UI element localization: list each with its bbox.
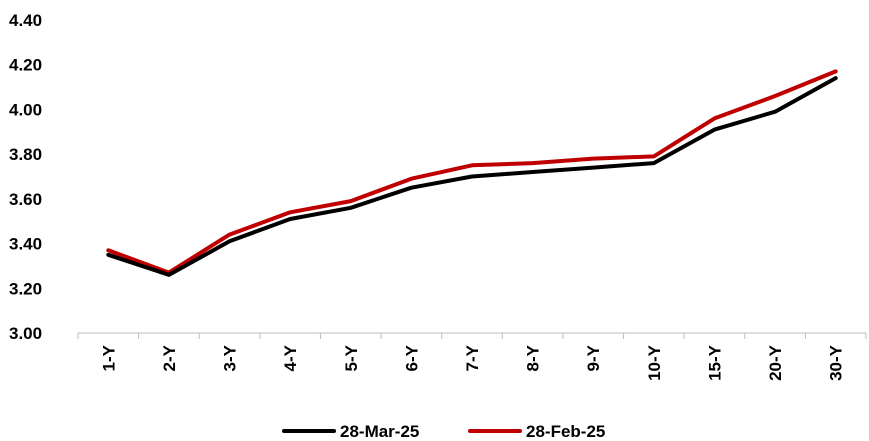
x-tick-label: 30-Y [827,344,846,381]
y-tick-label: 3.60 [9,190,42,209]
x-tick-label: 7-Y [463,344,482,371]
x-axis [77,332,867,339]
x-tick-label: 8-Y [524,344,543,371]
legend-label: 28-Mar-25 [340,422,419,441]
y-tick-label: 3.00 [9,324,42,343]
y-tick-label: 4.00 [9,100,42,119]
x-tick-label: 1-Y [99,344,118,371]
y-tick-label: 3.80 [9,145,42,164]
series-lines [106,69,838,277]
y-tick-label: 3.40 [9,235,42,254]
series-line [106,76,838,277]
series-line [106,69,838,275]
x-tick-label: 4-Y [281,344,300,371]
y-tick-label: 3.20 [9,279,42,298]
x-tick-label: 5-Y [342,344,361,371]
x-tick-label: 2-Y [160,344,179,371]
legend-label: 28-Feb-25 [526,422,605,441]
x-tick-label: 9-Y [584,344,603,371]
legend: 28-Mar-25 28-Feb-25 [282,422,605,441]
x-tick-label: 6-Y [402,344,421,371]
y-tick-label: 4.20 [9,56,42,75]
x-axis-tick-labels: 1-Y 2-Y 3-Y 4-Y 5-Y 6-Y 7-Y 8-Y 9-Y 10-Y 15-Y 20-Y 3… [99,344,845,381]
x-tick-label: 20-Y [766,344,785,381]
x-tick-label: 3-Y [221,344,240,371]
x-tick-label: 10-Y [645,344,664,381]
y-axis-tick-labels: 3.00 3.20 3.40 3.60 3.80 4.00 4.20 4.40 [9,11,42,343]
y-tick-label: 4.40 [9,11,42,30]
x-tick-label: 15-Y [705,344,724,381]
